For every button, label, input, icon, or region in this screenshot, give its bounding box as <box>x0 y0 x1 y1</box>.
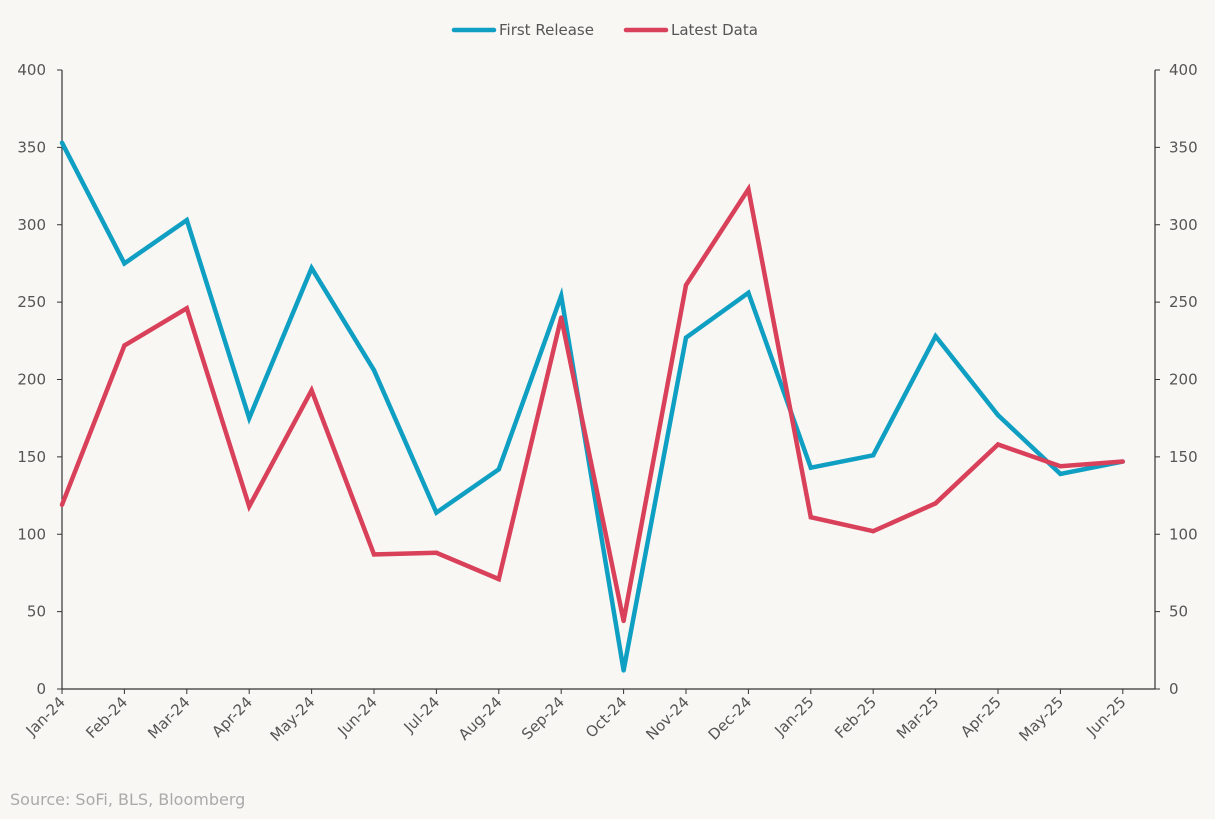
x-tick-label: Apr-25 <box>957 693 1005 741</box>
left-y-tick-label: 150 <box>17 448 46 466</box>
data-point <box>1120 459 1126 464</box>
right-y-tick-label: 250 <box>1169 293 1198 311</box>
x-tick-label: Jan-24 <box>22 693 69 740</box>
x-tick-label: Mar-24 <box>144 693 193 742</box>
data-point <box>746 186 751 192</box>
right-y-tick-label: 100 <box>1169 525 1198 543</box>
source-note: Source: SoFi, BLS, Bloomberg <box>10 790 246 809</box>
right-y-tick-label: 400 <box>1169 61 1198 79</box>
x-tick-label: Oct-24 <box>582 693 630 741</box>
left-y-tick-label: 50 <box>27 603 46 621</box>
left-y-tick-label: 100 <box>17 525 46 543</box>
data-point <box>559 293 564 299</box>
series-line-2 <box>59 183 1123 622</box>
data-point <box>496 576 501 582</box>
data-point <box>122 343 127 348</box>
data-point <box>871 453 876 458</box>
data-point <box>683 282 689 288</box>
right-y-tick-label: 200 <box>1169 371 1198 389</box>
data-point <box>871 528 876 534</box>
data-point <box>933 333 938 339</box>
data-point <box>184 217 189 223</box>
data-point <box>683 335 689 340</box>
right-y-tick-label: 300 <box>1169 216 1198 234</box>
x-tick-label: Feb-24 <box>82 693 131 742</box>
left-y-tick-label: 400 <box>17 61 46 79</box>
data-point <box>309 388 314 393</box>
data-point <box>434 550 439 556</box>
data-point <box>808 515 813 520</box>
left-y-tick-label: 250 <box>17 293 46 311</box>
legend-label-2: Latest Data <box>671 21 758 39</box>
x-tick-label: Nov-24 <box>642 693 692 743</box>
data-point <box>1058 471 1063 477</box>
data-point <box>59 140 65 145</box>
x-tick-label: May-25 <box>1015 693 1067 745</box>
data-point <box>371 552 377 557</box>
data-point <box>247 415 252 421</box>
x-tick-label: May-24 <box>267 693 319 745</box>
data-point <box>995 442 1001 447</box>
x-tick-label: Jun-24 <box>333 693 380 740</box>
data-point <box>59 502 65 508</box>
data-point <box>371 368 377 373</box>
series-line-1 <box>60 141 1124 671</box>
data-point <box>621 618 626 624</box>
x-tick-label: Jun-25 <box>1082 693 1129 740</box>
x-tick-label: Apr-24 <box>208 693 256 741</box>
data-point <box>434 510 439 515</box>
data-point <box>933 501 938 506</box>
right-y-tick-label: 0 <box>1169 680 1179 698</box>
x-tick-label: Dec-24 <box>705 693 756 744</box>
data-point <box>247 504 252 509</box>
data-point <box>184 306 189 311</box>
data-point <box>1058 463 1063 469</box>
x-tick-label: Sep-24 <box>518 693 568 743</box>
data-point <box>995 412 1001 418</box>
x-tick-label: Jul-24 <box>400 693 444 737</box>
x-tick-label: Mar-25 <box>893 693 942 742</box>
left-y-tick-label: 0 <box>36 680 46 698</box>
data-point <box>559 315 564 320</box>
data-point <box>746 290 751 296</box>
data-point <box>496 467 501 472</box>
data-point <box>808 465 813 470</box>
x-tick-label: Aug-24 <box>455 693 506 744</box>
legend-label-1: First Release <box>499 21 594 39</box>
data-point <box>309 265 314 271</box>
right-y-tick-label: 150 <box>1169 448 1198 466</box>
data-point <box>621 668 626 673</box>
left-y-tick-label: 200 <box>17 371 46 389</box>
x-tick-label: Jan-25 <box>771 693 818 740</box>
x-tick-label: Feb-25 <box>831 693 880 742</box>
right-y-tick-label: 350 <box>1169 138 1198 156</box>
left-y-tick-label: 300 <box>17 216 46 234</box>
right-y-tick-label: 50 <box>1169 603 1188 621</box>
left-y-tick-label: 350 <box>17 138 46 156</box>
data-point <box>122 261 127 266</box>
